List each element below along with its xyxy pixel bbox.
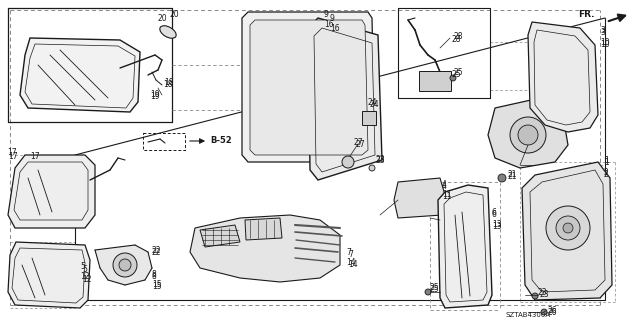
Text: SZTAB4300A: SZTAB4300A [505,312,550,318]
Circle shape [546,206,590,250]
Circle shape [425,289,431,295]
Text: 22: 22 [152,246,161,255]
Polygon shape [394,178,445,218]
Polygon shape [245,218,282,240]
Text: 5: 5 [80,262,85,271]
Text: FR.: FR. [579,10,595,19]
Text: 22: 22 [152,248,161,257]
Polygon shape [522,162,612,300]
Text: B-52: B-52 [210,136,232,145]
Circle shape [556,216,580,240]
Text: 9: 9 [330,14,335,23]
Text: 28: 28 [453,32,463,41]
Text: 20: 20 [158,14,168,23]
Text: 4: 4 [442,180,447,189]
Text: 14: 14 [346,258,356,267]
Text: 18: 18 [164,78,173,87]
Text: 17: 17 [30,152,40,161]
Text: 15: 15 [152,280,162,289]
Text: 17: 17 [7,148,17,157]
Circle shape [342,156,354,168]
Circle shape [541,309,547,315]
Text: 23: 23 [540,290,550,299]
Text: 9: 9 [324,10,329,19]
Text: 8: 8 [152,272,157,281]
Polygon shape [438,185,492,308]
Circle shape [450,75,456,81]
Text: 1: 1 [604,158,609,167]
Text: 26: 26 [547,306,557,315]
Text: 3: 3 [600,26,605,35]
Text: 21: 21 [508,172,518,181]
Text: 16: 16 [330,24,340,33]
Text: 5: 5 [82,265,87,274]
Text: 6: 6 [492,208,497,217]
Circle shape [113,253,137,277]
Text: 27: 27 [354,138,364,147]
Text: 25: 25 [430,285,440,294]
Polygon shape [8,242,90,308]
Text: 2: 2 [604,170,609,179]
Text: 4: 4 [442,182,447,191]
Circle shape [498,174,506,182]
Circle shape [119,259,131,271]
Text: 25: 25 [430,283,440,292]
Text: 2: 2 [604,168,609,177]
Text: 13: 13 [492,220,502,229]
Text: 24: 24 [368,98,378,107]
Polygon shape [250,20,368,155]
Text: 12: 12 [80,272,90,281]
Text: 19: 19 [150,90,159,99]
Text: 23: 23 [538,288,548,297]
Polygon shape [528,22,598,132]
Text: 17: 17 [8,152,18,161]
Polygon shape [308,18,382,180]
Polygon shape [190,215,340,282]
Text: 7: 7 [346,248,351,257]
FancyBboxPatch shape [419,71,451,91]
Circle shape [563,223,573,233]
Text: 8: 8 [152,270,157,279]
Text: 23: 23 [375,155,385,164]
Text: 16: 16 [324,20,333,29]
Text: 14: 14 [348,260,358,269]
Text: 28: 28 [452,35,461,44]
Circle shape [510,117,546,153]
Text: 13: 13 [492,222,502,231]
Text: 10: 10 [600,40,610,49]
Circle shape [532,293,538,299]
Polygon shape [20,38,140,112]
Text: 7: 7 [348,250,353,259]
Ellipse shape [160,26,176,38]
Polygon shape [8,155,95,228]
Text: 23: 23 [376,156,386,165]
Circle shape [518,125,538,145]
Polygon shape [488,98,568,168]
FancyBboxPatch shape [362,111,376,125]
Text: 3: 3 [600,28,605,37]
Text: 25: 25 [452,70,461,79]
Text: 12: 12 [82,275,92,284]
Text: 11: 11 [442,192,451,201]
Text: 11: 11 [442,190,451,199]
Text: 10: 10 [600,38,610,47]
Polygon shape [242,12,375,162]
Text: 15: 15 [152,282,162,291]
Text: 20: 20 [170,10,180,19]
Text: 1: 1 [604,156,609,165]
Polygon shape [200,225,240,247]
Text: 27: 27 [355,140,365,149]
Text: 21: 21 [508,170,518,179]
Text: 26: 26 [548,308,557,317]
Circle shape [369,165,375,171]
Polygon shape [95,245,152,285]
Text: 24: 24 [370,100,380,109]
Text: 19: 19 [150,92,159,101]
Text: 25: 25 [453,68,463,77]
Text: 6: 6 [492,210,497,219]
Text: 18: 18 [163,80,173,89]
